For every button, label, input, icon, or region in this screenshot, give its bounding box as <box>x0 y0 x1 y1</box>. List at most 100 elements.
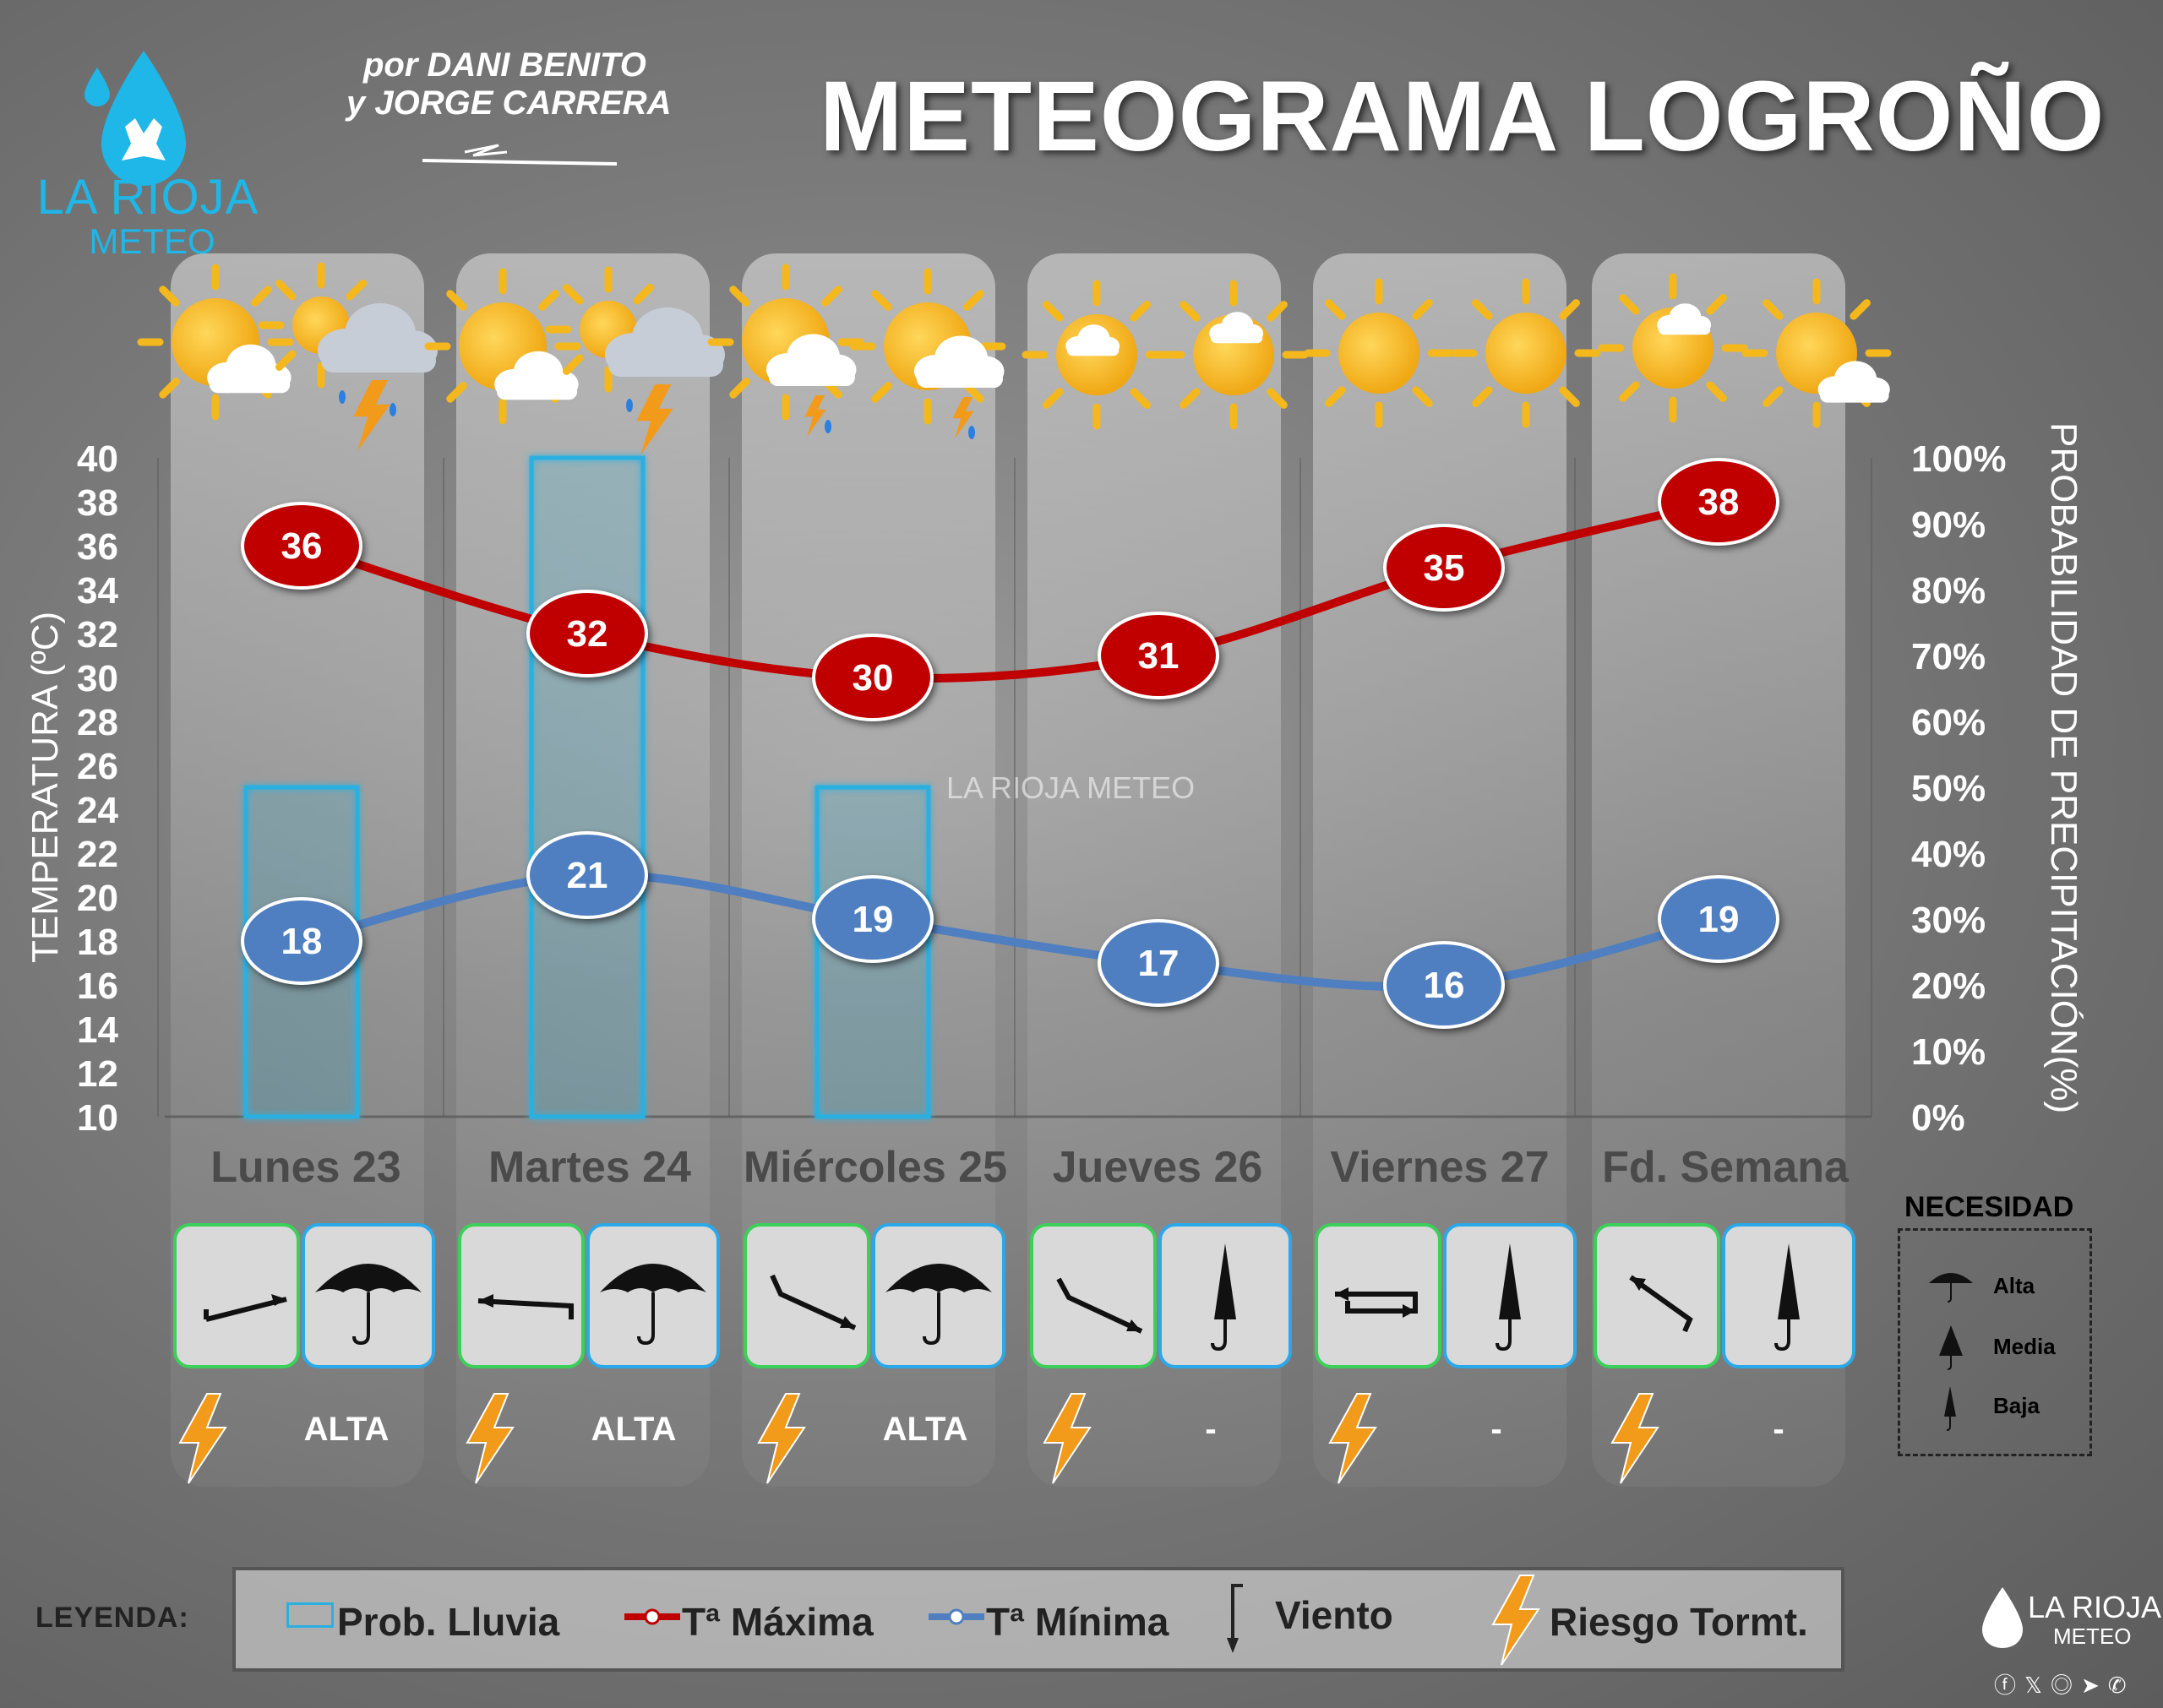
sun-ray <box>1559 386 1580 407</box>
max-temp-label: 36 <box>281 525 323 567</box>
storm-risk-4: - <box>1038 1385 1291 1487</box>
necesidad-media-label: Media <box>1993 1334 2056 1359</box>
storm-risk-text: ALTA <box>882 1411 968 1448</box>
necesidad-baja-label: Baja <box>1993 1393 2040 1418</box>
sun-ray <box>1412 386 1433 407</box>
umbrella-box <box>302 1223 435 1368</box>
cloud-icon <box>207 344 291 394</box>
sun-ray <box>821 286 842 307</box>
y-tick-label-left: 32 <box>77 614 118 655</box>
wind-arrow-down-icon <box>1227 1584 1243 1653</box>
legend-prob-lluvia: Prob. Lluvia <box>337 1600 560 1644</box>
storm-cloud-icon <box>318 303 438 373</box>
cloud-part <box>321 349 436 373</box>
max-temp-label: 31 <box>1138 635 1180 677</box>
min-temp-marker <box>1383 941 1505 1029</box>
sun-ray <box>563 354 584 375</box>
sun-ray <box>159 286 180 307</box>
storm-risk-2: ALTA <box>460 1385 714 1487</box>
wind-box <box>173 1223 300 1368</box>
umbrella-closed-icon <box>1496 1243 1521 1352</box>
sun-ray <box>1763 386 1784 407</box>
cloud-icon <box>914 335 1005 388</box>
brand-footer-line2: METEO <box>2053 1624 2132 1649</box>
sun-ray <box>1180 388 1201 409</box>
y-axis-label-right: PROBABILIDAD DE PRECIPITACIÓN(%) <box>2043 422 2084 1113</box>
y-tick-label-left: 38 <box>77 482 118 524</box>
sun-ray <box>1412 299 1433 320</box>
min-temp-line <box>297 870 1723 991</box>
sun-ray <box>1619 294 1640 315</box>
sun-icon <box>1451 278 1601 428</box>
storm-risk-text: - <box>1773 1411 1784 1448</box>
rain-drop-icon <box>390 403 396 416</box>
umbrella-open-icon <box>885 1264 992 1346</box>
cloud-part <box>1067 345 1120 356</box>
necesidad-alta-label: Alta <box>1993 1273 2035 1298</box>
umbrella-closed-icon <box>1774 1243 1800 1352</box>
sun-ray <box>446 290 467 311</box>
umbrella-box <box>872 1223 1005 1368</box>
cloud-icon <box>766 334 857 386</box>
storm-risk-text: ALTA <box>591 1411 677 1448</box>
day-label-5: Viernes 27 <box>1330 1143 1550 1192</box>
max-temp-marker <box>1098 612 1219 699</box>
sun-ray <box>1180 301 1201 322</box>
social-icons[interactable]: ⓕ𝕏◎➤✆ <box>1994 1673 2135 1698</box>
min-temp-marker <box>241 897 362 985</box>
sun-ray <box>275 280 297 301</box>
brand-footer-line1: LA RIOJA <box>2028 1590 2162 1624</box>
max-temp-marker <box>241 502 362 590</box>
wind-box <box>1030 1223 1157 1368</box>
max-temp-label: 38 <box>1698 481 1740 523</box>
storm-risk-text: ALTA <box>303 1411 390 1448</box>
y-tick-label-right: 10% <box>1911 1031 1986 1073</box>
wind-box <box>1315 1223 1441 1368</box>
wind-arrow-se-icon <box>770 1274 857 1330</box>
credit-line-2: y JORGE CARRERA <box>346 84 672 122</box>
sun-ray <box>1325 299 1346 320</box>
sun-disc <box>1485 313 1566 394</box>
umbrella-closed-icon <box>1211 1243 1236 1352</box>
min-temp-label: 18 <box>281 921 323 962</box>
storm-risk-text: - <box>1205 1411 1217 1448</box>
umbrella-open-icon <box>1929 1273 1973 1303</box>
sun-ray <box>963 290 984 311</box>
y-tick-label-left: 18 <box>77 922 118 963</box>
max-temp-marker <box>1383 524 1505 612</box>
min-temp-label: 19 <box>853 899 894 940</box>
y-tick-label-left: 26 <box>77 746 118 787</box>
storm-risk-text: - <box>1490 1411 1502 1448</box>
bolt-shape <box>804 395 826 437</box>
lightning-icon <box>1328 1393 1377 1484</box>
max-temp-label: 30 <box>853 657 894 699</box>
y-tick-label-right: 30% <box>1911 900 1986 941</box>
y-tick-label-right: 40% <box>1911 834 1986 875</box>
page-title: METEOGRAMA LOGROÑO <box>820 61 2106 172</box>
day-label-2: Martes 24 <box>488 1143 691 1192</box>
credit-line-1: por DANI BENITO <box>363 46 646 84</box>
sun-ray <box>871 290 892 311</box>
day-card-6 <box>1594 1223 1855 1375</box>
y-tick-label-left: 12 <box>77 1053 118 1095</box>
sun-ray <box>633 284 654 305</box>
legend-t-max: Tª Máxima <box>682 1600 874 1644</box>
max-temp-marker <box>526 590 648 677</box>
legend-riesgo: Riesgo Tormt. <box>1550 1600 1808 1644</box>
min-temp-marker <box>1098 919 1219 1007</box>
umbrella-box <box>1722 1223 1855 1368</box>
sun-icon <box>1158 280 1309 430</box>
min-temp-marker <box>526 831 648 919</box>
sun-ray <box>1706 381 1727 402</box>
wind-box <box>744 1223 870 1368</box>
day-label-3: Miércoles 25 <box>743 1143 1008 1192</box>
min-temp-marker <box>1658 875 1779 963</box>
day-card-4 <box>1030 1223 1292 1375</box>
wind-arrow-se-icon <box>1056 1277 1143 1334</box>
sun-icon <box>707 264 864 421</box>
lightning-icon <box>757 1393 806 1484</box>
y-axis-label-left: TEMPERATURA (ºC) <box>25 612 66 963</box>
legend-box: Prob. Lluvia Tª Máxima Tª Mínima Viento … <box>232 1567 1844 1672</box>
wind-box <box>458 1223 585 1368</box>
y-tick-label-right: 20% <box>1911 966 1986 1007</box>
